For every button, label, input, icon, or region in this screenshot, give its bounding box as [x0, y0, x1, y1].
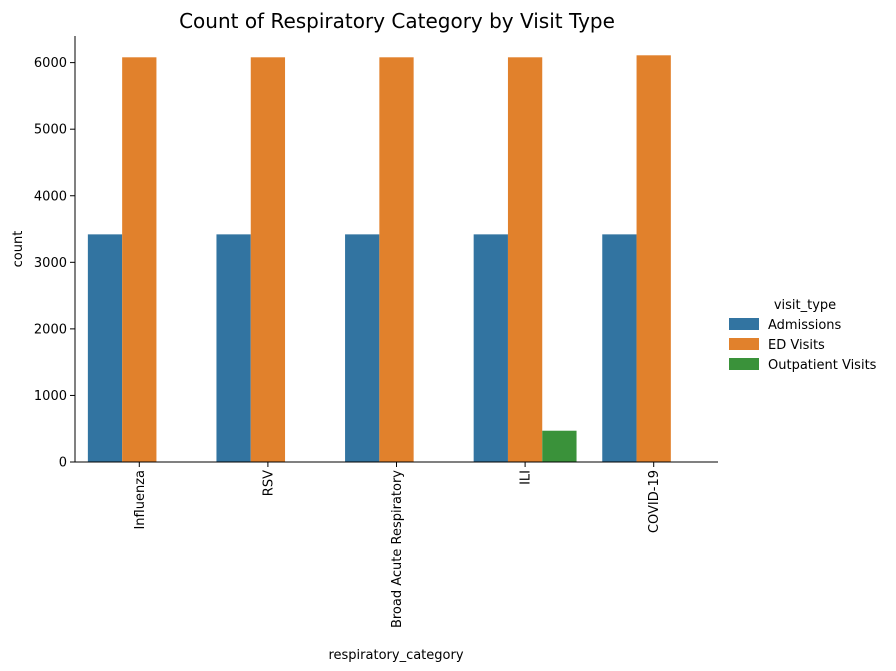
- x-axis-label: respiratory_category: [328, 648, 463, 663]
- bar-admissions-covid-19: [602, 234, 637, 462]
- bar-ed-visits-covid-19: [636, 55, 671, 463]
- legend-swatch: [729, 318, 759, 330]
- bar-ed-visits-rsv: [250, 57, 286, 463]
- bar-admissions-influenza: [87, 234, 123, 462]
- legend: visit_type Admissions ED Visits Outpatient…: [729, 298, 877, 373]
- y-tick-label: 4000: [34, 189, 67, 204]
- bar-admissions-rsv: [216, 234, 251, 462]
- y-tick-label: 6000: [34, 56, 67, 71]
- x-tick-label: RSV: [261, 470, 276, 496]
- legend-swatch: [729, 338, 759, 350]
- y-tick-label: 0: [59, 456, 67, 471]
- bar-ed-visits-broad-acute-respiratory: [379, 57, 414, 463]
- x-tick-label: Broad Acute Respiratory: [390, 470, 405, 628]
- bar-ed-visits-influenza: [122, 57, 157, 463]
- x-tick-label: ILI: [519, 470, 534, 485]
- chart-title: Count of Respiratory Category by Visit T…: [179, 9, 615, 33]
- bars-group: [87, 55, 671, 463]
- y-tick-label: 1000: [34, 389, 67, 404]
- x-tick-label: Influenza: [133, 470, 148, 530]
- x-tick-label: COVID-19: [647, 470, 662, 533]
- bar-admissions-broad-acute-respiratory: [345, 234, 380, 462]
- x-ticks: Influenza RSV Broad Acute Respiratory ILI CO…: [133, 462, 662, 628]
- legend-label: Admissions: [768, 318, 842, 333]
- y-tick-label: 2000: [34, 322, 67, 337]
- bar-outpatient-visits-ili: [542, 430, 577, 462]
- legend-label: Outpatient Visits: [768, 358, 877, 373]
- y-axis-label: count: [11, 231, 26, 268]
- legend-title: visit_type: [774, 298, 836, 313]
- legend-swatch: [729, 358, 759, 370]
- y-ticks: 0 1000 2000 3000 4000 5000 6000: [34, 56, 75, 471]
- bar-admissions-ili: [473, 234, 508, 462]
- legend-label: ED Visits: [768, 338, 825, 353]
- y-tick-label: 5000: [34, 123, 67, 138]
- y-tick-label: 3000: [34, 256, 67, 271]
- bar-ed-visits-ili: [507, 57, 543, 463]
